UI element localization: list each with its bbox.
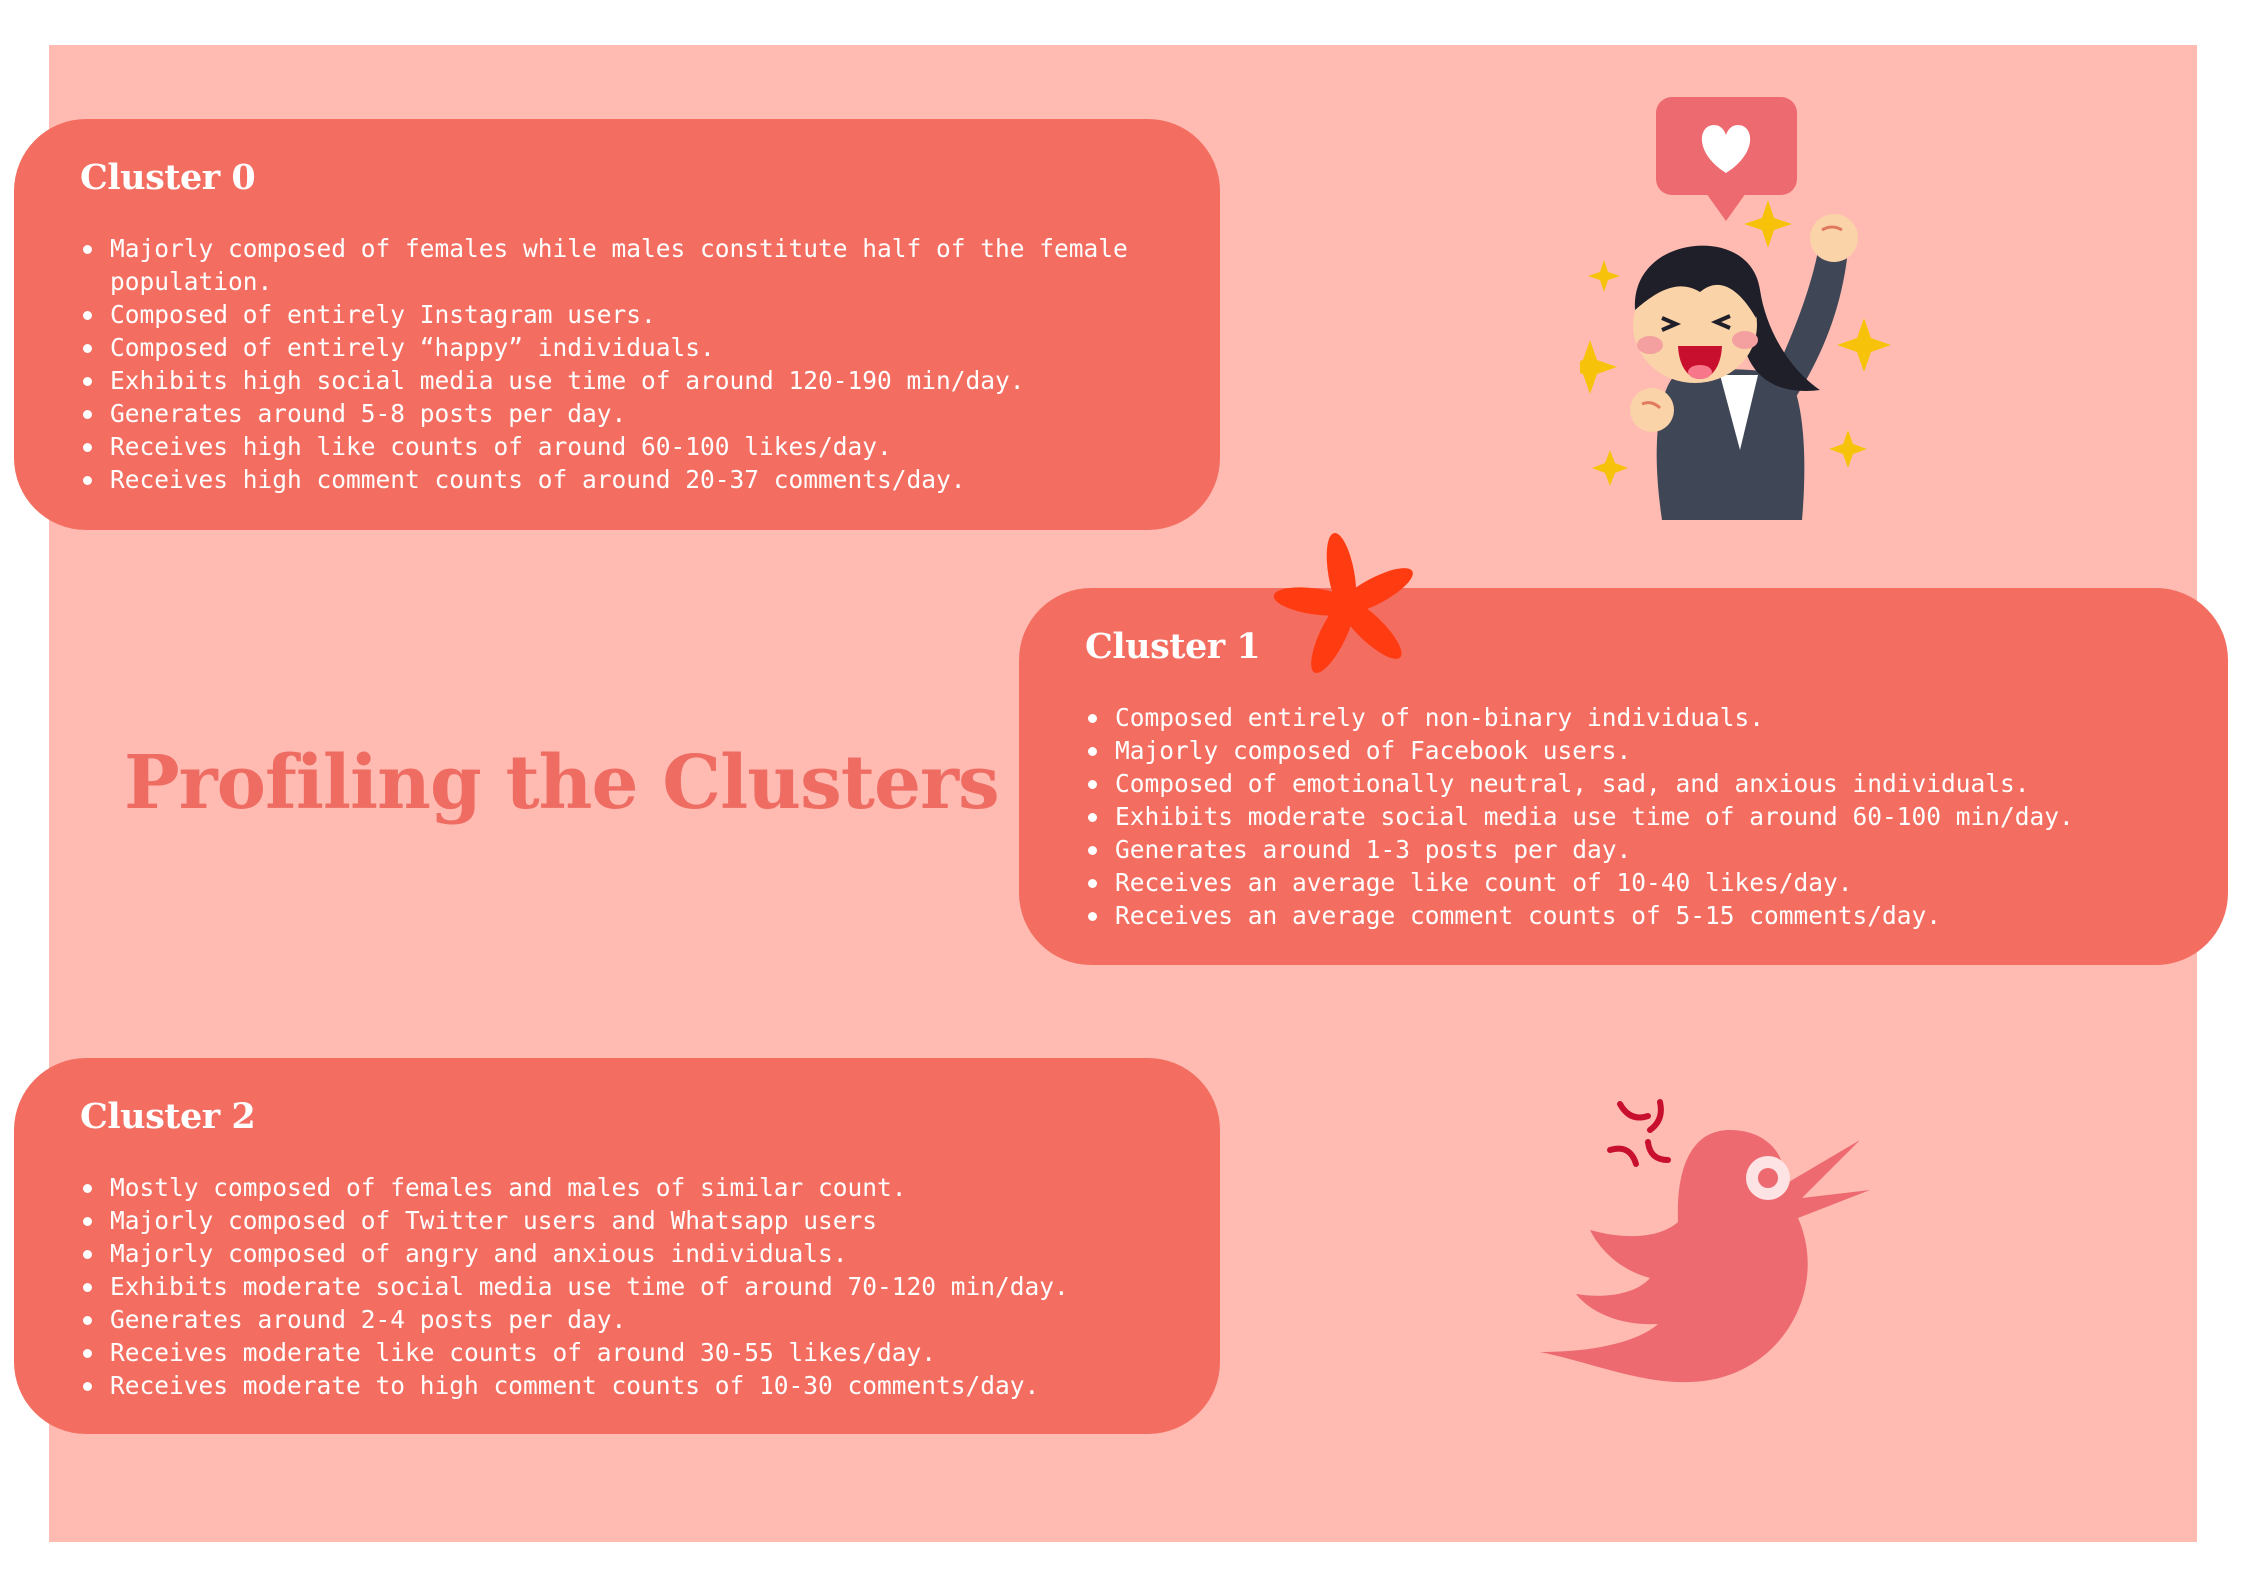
list-item: Exhibits moderate social media use time … [83,1270,1164,1303]
cheering-woman-icon [1580,200,1891,520]
list-item: Generates around 1-3 posts per day. [1088,833,2199,866]
list-item: Majorly composed of Twitter users and Wh… [83,1204,1164,1237]
cluster-2-card: Cluster 2 Mostly composed of females and… [14,1058,1220,1434]
list-item: Exhibits high social media use time of a… [83,364,1164,397]
list-item: Majorly composed of angry and anxious in… [83,1237,1164,1270]
asterisk-flower-icon [1273,533,1413,673]
list-item: Majorly composed of females while males … [83,232,1164,298]
cluster-1-title: Cluster 1 [1085,626,1261,667]
page-title: Profiling the Clusters [124,740,1000,826]
list-item: Receives an average comment counts of 5-… [1088,899,2199,932]
list-item: Majorly composed of Facebook users. [1088,734,2199,767]
list-item: Receives moderate like counts of around … [83,1336,1164,1369]
list-item: Receives high like counts of around 60-1… [83,430,1164,463]
cluster-1-list: Composed entirely of non-binary individu… [1019,701,2199,932]
list-item: Exhibits moderate social media use time … [1088,800,2199,833]
cluster-2-list: Mostly composed of females and males of … [14,1171,1164,1402]
list-item: Receives an average like count of 10-40 … [1088,866,2199,899]
list-item: Receives moderate to high comment counts… [83,1369,1164,1402]
list-item: Composed of emotionally neutral, sad, an… [1088,767,2199,800]
angry-bird-icon [1540,1099,1870,1383]
list-item: Generates around 5-8 posts per day. [83,397,1164,430]
cluster-0-list: Majorly composed of females while males … [14,232,1164,496]
list-item: Mostly composed of females and males of … [83,1171,1164,1204]
heart-bubble-icon [1656,97,1797,221]
list-item: Composed of entirely Instagram users. [83,298,1164,331]
list-item: Generates around 2-4 posts per day. [83,1303,1164,1336]
cluster-0-card: Cluster 0 Majorly composed of females wh… [14,119,1220,530]
list-item: Composed of entirely “happy” individuals… [83,331,1164,364]
cluster-0-title: Cluster 0 [80,157,256,198]
cluster-2-title: Cluster 2 [80,1096,256,1137]
list-item: Receives high comment counts of around 2… [83,463,1164,496]
list-item: Composed entirely of non-binary individu… [1088,701,2199,734]
cluster-1-card: Cluster 1 Composed entirely of non-binar… [1019,588,2228,965]
